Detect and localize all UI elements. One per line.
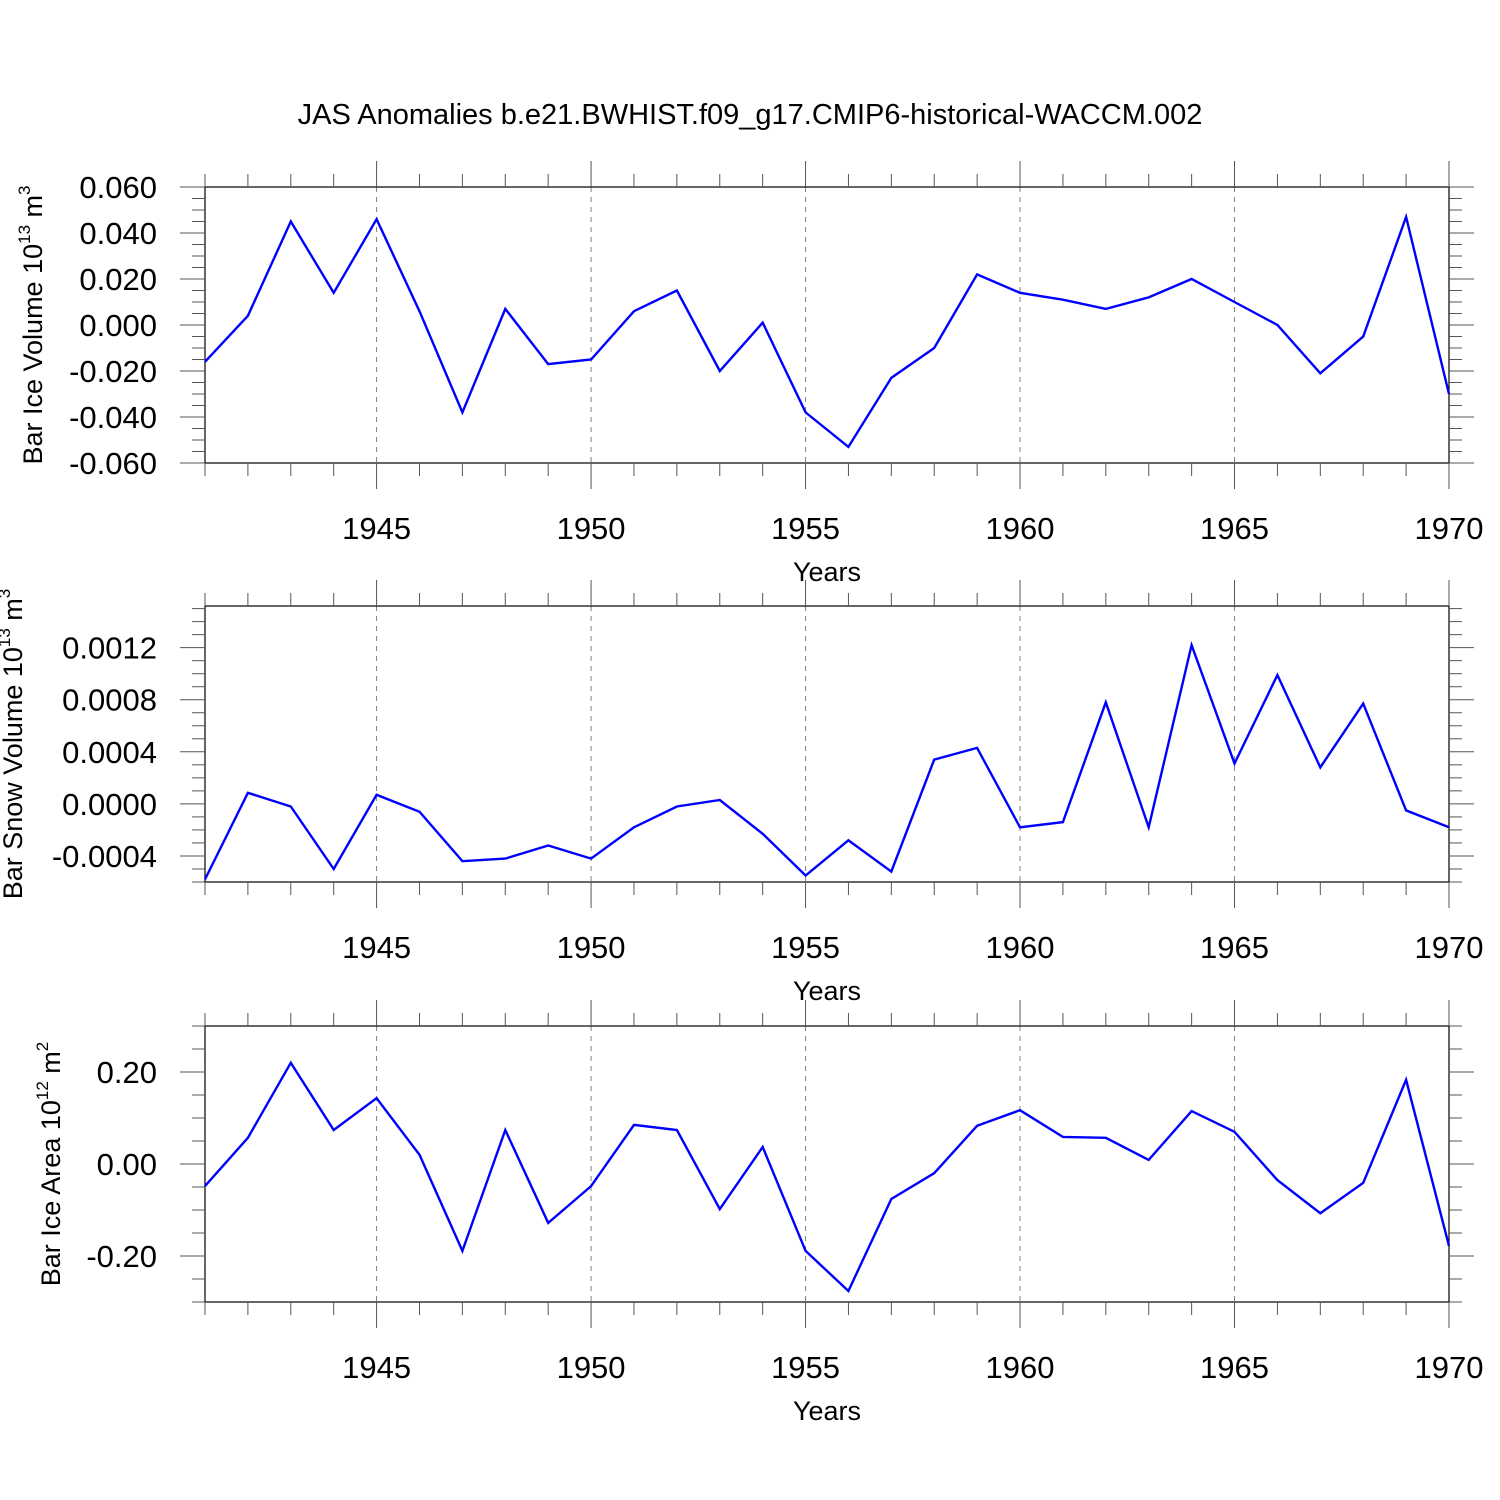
y-label-text: Bar Ice Volume 10 — [18, 244, 48, 465]
y-label-unit-exponent: 2 — [33, 1042, 52, 1051]
x-tick-label: 1945 — [342, 1350, 411, 1385]
y-tick-label: -0.040 — [69, 400, 157, 435]
x-tick-label: 1970 — [1415, 511, 1484, 546]
x-tick-label: 1950 — [557, 1350, 626, 1385]
y-tick-label: 0.0008 — [62, 683, 157, 718]
y-tick-label: 0.0004 — [62, 735, 157, 770]
series-line — [204, 1060, 1451, 1294]
x-tick-label: 1950 — [557, 930, 626, 965]
x-tick-label: 1965 — [1200, 1350, 1269, 1385]
y-label-exponent: 12 — [33, 1081, 52, 1100]
y-label-unit-exponent: 3 — [0, 589, 14, 598]
x-tick-label: 1955 — [771, 930, 840, 965]
y-label-text: Bar Ice Area 10 — [36, 1100, 66, 1286]
y-axis-label: Bar Ice Area 1012 m2 — [33, 1042, 66, 1287]
x-tick-label: 1955 — [771, 511, 840, 546]
panel-3: 1945 1950 1955 1960 1965 1970 Years -0.20 0.00 0.… — [33, 1000, 1483, 1426]
y-label-unit: m — [0, 598, 28, 628]
y-tick-label: 0.20 — [97, 1055, 157, 1090]
y-tick-label: 0.020 — [79, 262, 157, 297]
x-tick-label: 1950 — [557, 511, 626, 546]
y-tick-label: -0.0004 — [52, 839, 157, 874]
x-tick-label: 1960 — [986, 1350, 1055, 1385]
x-axis-label: Years — [793, 1396, 861, 1426]
x-tick-label: 1945 — [342, 930, 411, 965]
y-label-unit: m — [18, 195, 48, 225]
x-tick-label: 1945 — [342, 511, 411, 546]
x-tick-label: 1960 — [986, 511, 1055, 546]
y-axis-label: Bar Ice Volume 1013 m3 — [15, 185, 48, 464]
y-tick-label: 0.000 — [79, 308, 157, 343]
series-line — [203, 640, 1450, 880]
y-tick-label: 0.060 — [79, 170, 157, 205]
y-label-text: Bar Snow Volume 10 — [0, 647, 28, 899]
y-tick-label: 0.0012 — [62, 631, 157, 666]
y-tick-label: 0.0000 — [62, 787, 157, 822]
y-label-exponent: 13 — [0, 628, 14, 647]
series-line — [204, 212, 1451, 449]
y-label-exponent: 13 — [15, 225, 34, 244]
x-tick-label: 1965 — [1200, 511, 1269, 546]
y-tick-label: -0.20 — [86, 1239, 157, 1274]
plot-frame — [204, 605, 1450, 883]
y-label-unit: m — [36, 1051, 66, 1081]
x-axis-label: Years — [793, 976, 861, 1006]
y-tick-label: 0.00 — [97, 1147, 157, 1182]
panel-1: 1945 1950 1955 1960 1965 1970 Years -0.060 -0.04… — [15, 161, 1483, 587]
x-tick-label: 1965 — [1200, 930, 1269, 965]
x-tick-label: 1970 — [1415, 930, 1484, 965]
y-label-unit-exponent: 3 — [15, 185, 34, 194]
y-tick-label: 0.040 — [79, 216, 157, 251]
panel-2: 1945 1950 1955 1960 1965 1970 Years -0.0004 0.00… — [0, 580, 1483, 1006]
y-tick-label: -0.060 — [69, 446, 157, 481]
x-tick-label: 1960 — [986, 930, 1055, 965]
x-axis-label: Years — [793, 557, 861, 587]
x-tick-label: 1970 — [1415, 1350, 1484, 1385]
y-tick-label: -0.020 — [69, 354, 157, 389]
plot-frame — [204, 186, 1450, 464]
y-axis-label: Bar Snow Volume 1013 m3 — [0, 589, 28, 900]
chart-title: JAS Anomalies b.e21.BWHIST.f09_g17.CMIP6… — [298, 99, 1203, 131]
x-tick-label: 1955 — [771, 1350, 840, 1385]
